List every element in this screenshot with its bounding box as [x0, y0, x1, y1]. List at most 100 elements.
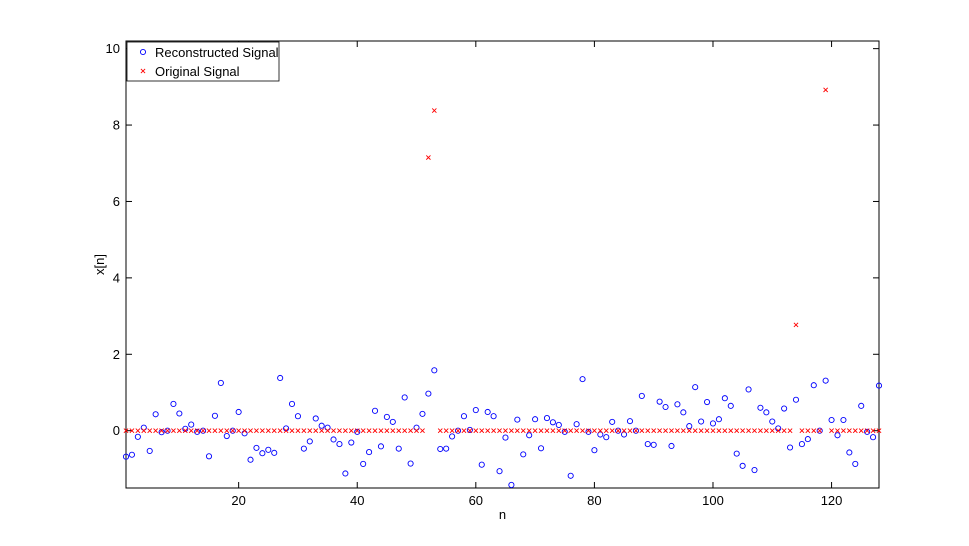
reconstructed-point — [781, 405, 788, 412]
original-point — [722, 428, 728, 434]
reconstructed-point — [828, 416, 835, 424]
original-point — [508, 428, 514, 434]
reconstructed-point — [152, 411, 159, 418]
reconstructed-point — [638, 392, 645, 399]
reconstructed-point — [787, 444, 794, 451]
original-point — [746, 428, 751, 434]
original-point — [680, 428, 686, 434]
original-point — [473, 428, 479, 434]
original-point — [811, 428, 817, 434]
reconstructed-point — [520, 451, 527, 458]
original-point — [319, 428, 325, 434]
reconstructed-point — [573, 421, 580, 428]
original-point — [159, 428, 164, 434]
reconstructed-point — [229, 427, 236, 434]
original-point — [331, 428, 336, 434]
reconstructed-point — [277, 374, 284, 382]
original-point — [728, 428, 734, 434]
original-point — [360, 428, 366, 434]
original-point — [431, 108, 437, 113]
original-point — [621, 428, 627, 434]
reconstructed-point — [798, 441, 805, 448]
original-point — [663, 428, 668, 434]
original-point — [384, 428, 390, 434]
original-point — [740, 428, 746, 434]
original-point — [479, 428, 485, 434]
original-point — [491, 428, 497, 434]
reconstructed-point — [632, 427, 639, 434]
original-point — [194, 428, 200, 434]
reconstructed-point — [401, 394, 408, 401]
reconstructed-point — [692, 384, 699, 391]
legend-marker-original — [140, 68, 146, 74]
reconstructed-point — [371, 407, 379, 414]
original-point — [212, 428, 218, 434]
original-point — [402, 428, 408, 434]
original-point — [769, 428, 775, 434]
original-point — [520, 428, 526, 434]
reconstructed-point — [615, 427, 622, 434]
original-point — [461, 428, 467, 434]
original-point — [562, 428, 568, 434]
reconstructed-point — [419, 410, 426, 417]
original-point — [366, 428, 372, 434]
x-tick-label: 40 — [350, 493, 364, 508]
original-point — [526, 428, 532, 434]
original-point — [574, 428, 580, 434]
original-point — [514, 428, 520, 434]
reconstructed-point — [852, 460, 859, 467]
original-point — [420, 428, 425, 434]
original-point — [259, 428, 265, 434]
reconstructed-point — [555, 421, 562, 429]
original-point — [236, 428, 242, 434]
original-point — [295, 428, 301, 434]
reconstructed-point — [223, 432, 230, 440]
reconstructed-point — [170, 400, 177, 407]
reconstructed-point — [532, 416, 539, 423]
y-tick-label: 4 — [113, 270, 120, 285]
original-point — [841, 428, 846, 434]
reconstructed-point — [188, 421, 195, 428]
x-axis-label: n — [499, 507, 506, 522]
original-point — [271, 428, 277, 434]
reconstructed-point — [698, 418, 705, 425]
original-point — [835, 428, 840, 434]
original-point — [497, 428, 502, 434]
reconstructed-point — [253, 444, 260, 451]
original-point — [348, 428, 354, 434]
reconstructed-point — [721, 395, 728, 402]
plot-area — [125, 40, 880, 489]
reconstructed-point — [164, 427, 171, 434]
reconstructed-point — [128, 451, 135, 458]
reconstructed-point — [247, 456, 254, 463]
original-point — [153, 428, 159, 434]
original-point — [467, 428, 473, 434]
original-point — [171, 428, 176, 434]
reconstructed-point — [526, 432, 533, 439]
reconstructed-point — [715, 416, 722, 423]
original-point — [787, 428, 793, 434]
original-point — [716, 428, 722, 434]
original-point — [633, 428, 639, 434]
reconstructed-point — [407, 460, 414, 467]
original-point — [301, 428, 307, 434]
reconstructed-point — [763, 409, 770, 416]
reconstructed-point — [306, 438, 313, 445]
reconstructed-point — [134, 433, 141, 440]
original-point — [550, 428, 556, 434]
original-point — [532, 428, 538, 434]
original-point — [603, 428, 609, 434]
reconstructed-point — [366, 449, 373, 456]
original-point — [277, 428, 283, 434]
reconstructed-point — [496, 468, 503, 475]
reconstructed-point — [211, 412, 218, 419]
reconstructed-point — [122, 453, 130, 460]
reconstructed-point — [733, 450, 740, 457]
reconstructed-point — [751, 466, 758, 474]
reconstructed-point — [846, 449, 853, 456]
reconstructed-point — [294, 413, 301, 420]
original-point — [135, 428, 141, 434]
series-original — [123, 87, 882, 434]
reconstructed-point — [680, 409, 687, 416]
